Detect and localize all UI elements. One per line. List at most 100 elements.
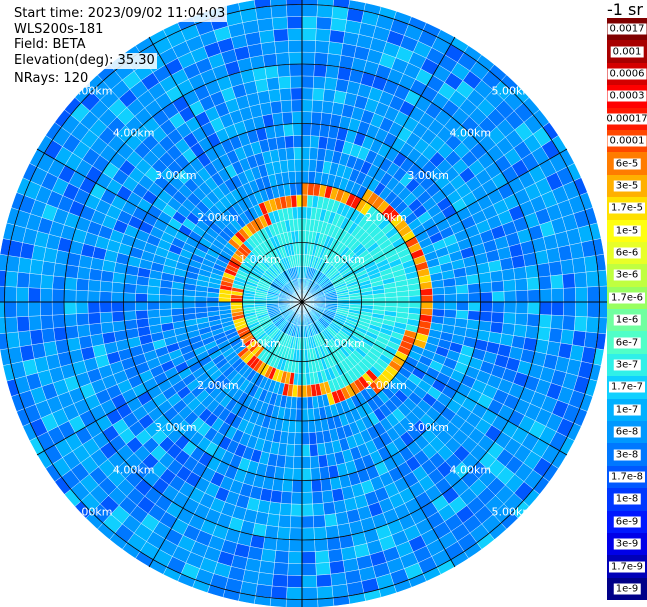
- range-gate: [301, 123, 312, 136]
- range-gate: [320, 478, 333, 492]
- colorbar-tick-label: 3e-5: [613, 180, 641, 192]
- range-gate: [290, 515, 303, 529]
- range-gate: [301, 194, 308, 208]
- range-gate: [513, 324, 528, 338]
- colorbar-tick-label: 1.7e-9: [608, 561, 646, 573]
- range-gate: [327, 548, 344, 563]
- colorbar-tick-label: 1.7e-7: [608, 381, 646, 393]
- range-gate: [361, 298, 374, 303]
- range-gate: [308, 420, 316, 433]
- range-gate: [78, 335, 93, 350]
- colorbar-tick-label: 0.001: [610, 46, 644, 58]
- range-gate: [308, 159, 318, 172]
- range-gate: [290, 75, 303, 89]
- range-ring-label: 4.00km: [113, 127, 155, 140]
- range-gate: [296, 396, 303, 410]
- range-gate: [527, 301, 541, 315]
- range-gate: [271, 16, 288, 30]
- azimuth-spoke: [148, 36, 303, 303]
- range-gate: [408, 289, 421, 297]
- range-gate: [548, 260, 563, 277]
- range-gate: [491, 280, 505, 293]
- range-gate: [316, 4, 334, 19]
- range-gate: [306, 396, 314, 410]
- range-gate: [489, 270, 504, 283]
- range-gate: [286, 587, 303, 600]
- range-gate: [301, 170, 310, 184]
- range-gate: [230, 301, 243, 306]
- range-gate: [455, 284, 469, 295]
- range-ring-label: 5.00km: [492, 85, 534, 98]
- colorbar-tick-label: 3e-9: [613, 538, 641, 550]
- colorbar-tick-label: 0.0001: [607, 135, 647, 147]
- range-gate: [563, 301, 576, 317]
- colorbar-cell: 6e-7: [607, 331, 647, 354]
- range-gate: [288, 40, 303, 53]
- range-gate: [301, 28, 317, 41]
- range-gate: [301, 159, 310, 172]
- range-gate: [75, 301, 89, 314]
- range-gate: [301, 385, 308, 398]
- range-gate: [28, 273, 42, 289]
- azimuth-spoke: [36, 301, 303, 456]
- range-gate: [294, 170, 303, 184]
- range-gate: [274, 550, 290, 564]
- range-gate: [293, 135, 303, 148]
- range-gate: [563, 287, 576, 303]
- range-gate: [75, 290, 89, 303]
- range-gate: [301, 147, 311, 160]
- range-gate: [396, 290, 410, 298]
- range-gate: [286, 575, 303, 588]
- range-gate: [287, 563, 303, 576]
- range-gate: [432, 301, 445, 310]
- range-gate: [4, 270, 19, 288]
- range-gate: [309, 455, 320, 469]
- range-gate: [514, 313, 528, 326]
- range-gate: [316, 16, 333, 30]
- range-gate: [260, 548, 277, 563]
- range-gate: [296, 385, 303, 398]
- colorbar-cell: 6e-5: [607, 152, 647, 175]
- range-gate: [159, 294, 172, 303]
- range-gate: [467, 283, 481, 294]
- range-gate: [281, 479, 293, 493]
- range-gate: [301, 396, 308, 410]
- range-gate: [313, 526, 328, 540]
- colorbar-tick-label: 3e-6: [613, 269, 641, 281]
- range-gate: [308, 432, 318, 445]
- range-gate: [16, 316, 30, 333]
- range-gate: [298, 242, 303, 255]
- range-gate: [514, 278, 528, 291]
- range-gate: [491, 301, 505, 313]
- range-gate: [194, 301, 208, 308]
- range-gate: [99, 280, 113, 293]
- range-gate: [301, 444, 311, 457]
- range-gate: [285, 147, 295, 161]
- range-gate: [286, 159, 296, 172]
- range-gate: [301, 361, 306, 374]
- range-gate: [273, 562, 289, 576]
- range-gate: [560, 329, 575, 346]
- range-gate: [432, 308, 445, 318]
- range-gate: [572, 330, 587, 347]
- colorbar-tick-label: 1e-5: [613, 225, 641, 237]
- range-gate: [182, 301, 196, 309]
- range-gate: [87, 290, 101, 303]
- range-gate: [111, 311, 125, 323]
- range-gate: [432, 294, 445, 303]
- range-gate: [309, 135, 320, 149]
- range-gate: [329, 29, 346, 44]
- range-gate: [468, 301, 481, 312]
- range-gate: [16, 301, 29, 318]
- range-gate: [525, 264, 539, 279]
- colorbar-tick-label: 0.00017: [604, 113, 647, 125]
- range-gate: [330, 572, 347, 587]
- range-gate: [270, 100, 283, 115]
- range-gate: [324, 76, 338, 91]
- range-gate: [301, 539, 316, 553]
- colorbar-units-label: -1 sr: [607, 0, 643, 19]
- range-gate: [301, 135, 311, 148]
- colorbar-cell: 1e-8: [607, 488, 647, 511]
- colorbar-cell: 3e-5: [607, 174, 647, 198]
- range-gate: [587, 286, 600, 303]
